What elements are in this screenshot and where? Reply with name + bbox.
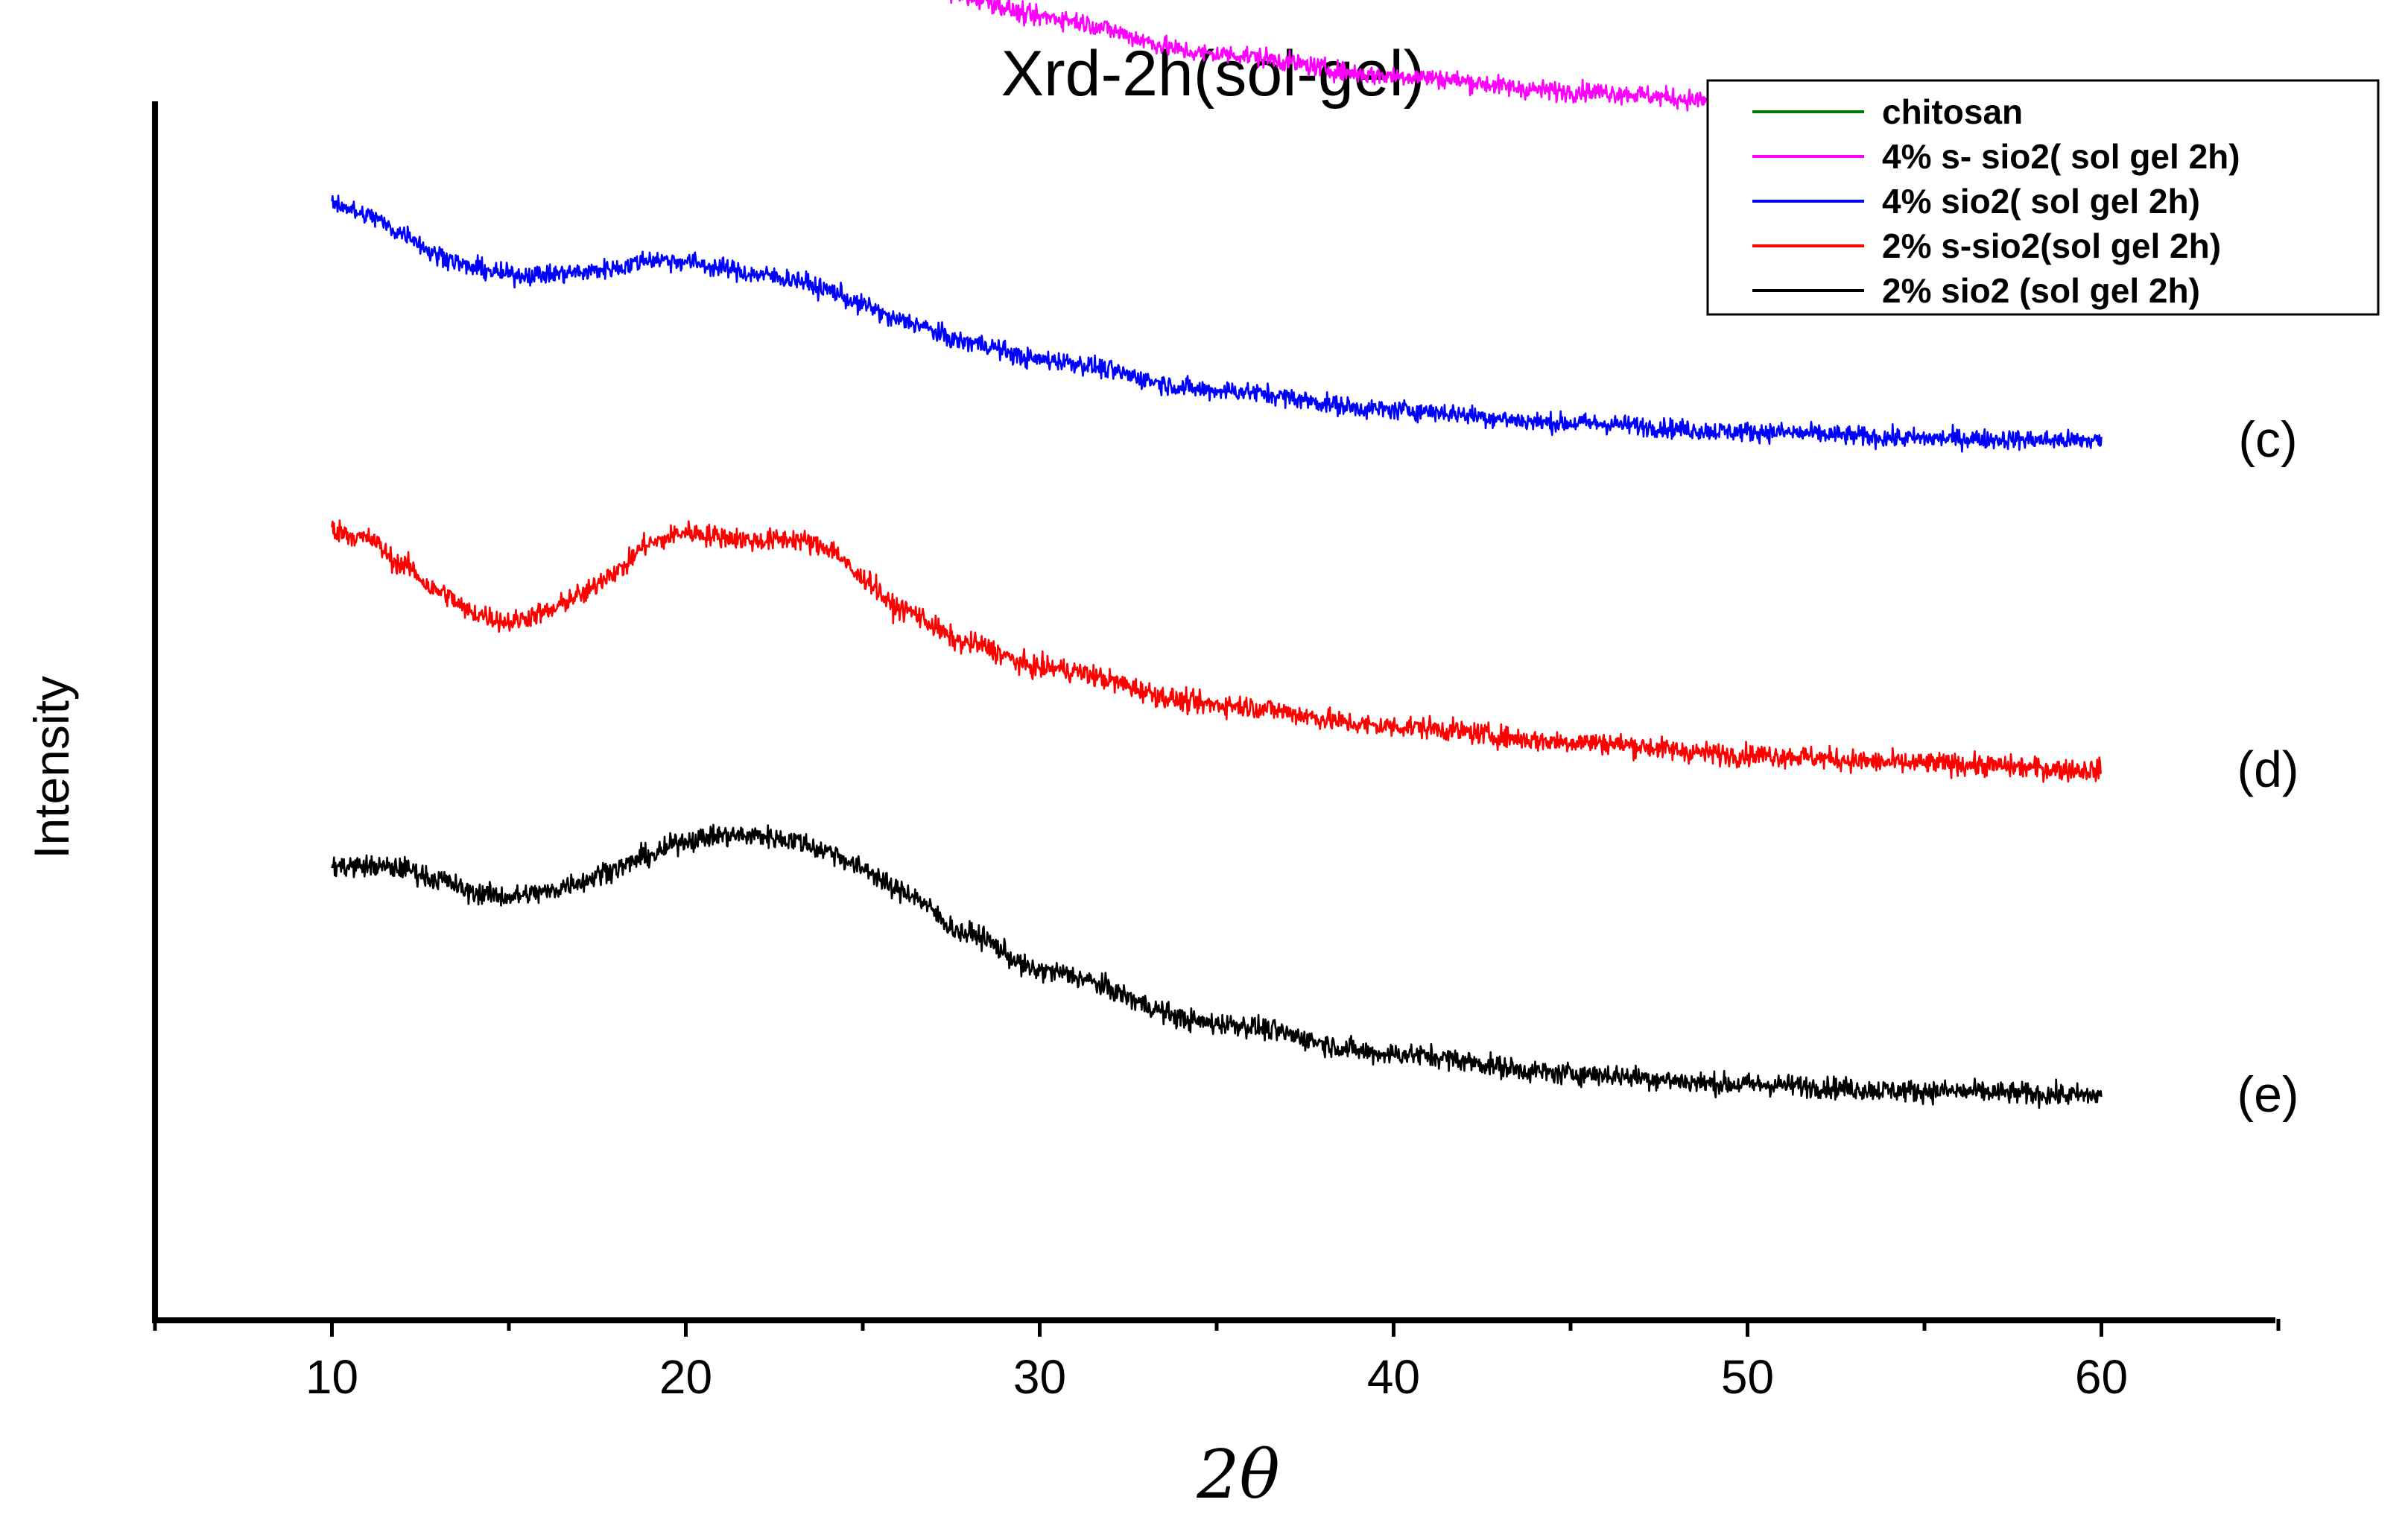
x-axis-label: 2θ <box>1196 1436 1279 1514</box>
series-label-3: (c) <box>2238 411 2297 468</box>
legend-entry-4-s-sio2-sol-gel-2h: 4% s- sio2( sol gel 2h) <box>1882 137 2240 176</box>
series-line-4-sio2-sol-gel-2h <box>331 194 2103 453</box>
x-tick-label-60: 60 <box>2075 1350 2128 1404</box>
x-ticks: 10 20 30 40 50 60 <box>153 1319 2281 1404</box>
x-tick-label-30: 30 <box>1013 1350 1066 1404</box>
series-label-5: (e) <box>2237 1066 2298 1123</box>
legend-items: chitosan 4% s- sio2( sol gel 2h) 4% sio2( … <box>1752 92 2240 310</box>
legend-entry-2-sio2-sol-gel-2h: 2% sio2 (sol gel 2h) <box>1882 271 2200 310</box>
x-tick-label-20: 20 <box>659 1350 712 1404</box>
legend: chitosan 4% s- sio2( sol gel 2h) 4% sio2( … <box>1706 79 2380 316</box>
legend-entry-4-sio2-sol-gel-2h: 4% sio2( sol gel 2h) <box>1882 182 2200 221</box>
legend-entry-chitosan: chitosan <box>1882 92 2023 131</box>
series-line-2-s-sio2-sol-gel-2h <box>331 519 2103 783</box>
x-tick-label-50: 50 <box>1721 1350 1774 1404</box>
series-line-2-sio2-sol-gel-2h <box>331 823 2103 1109</box>
x-tick-label-10: 10 <box>305 1350 358 1404</box>
x-tick-label-40: 40 <box>1367 1350 1420 1404</box>
legend-entry-2-s-sio2-sol-gel-2h: 2% s-sio2(sol gel 2h) <box>1882 227 2221 265</box>
series-label-4: (d) <box>2237 741 2298 798</box>
legend-box <box>1706 79 2380 316</box>
y-axis-label: Intensity <box>24 676 79 859</box>
